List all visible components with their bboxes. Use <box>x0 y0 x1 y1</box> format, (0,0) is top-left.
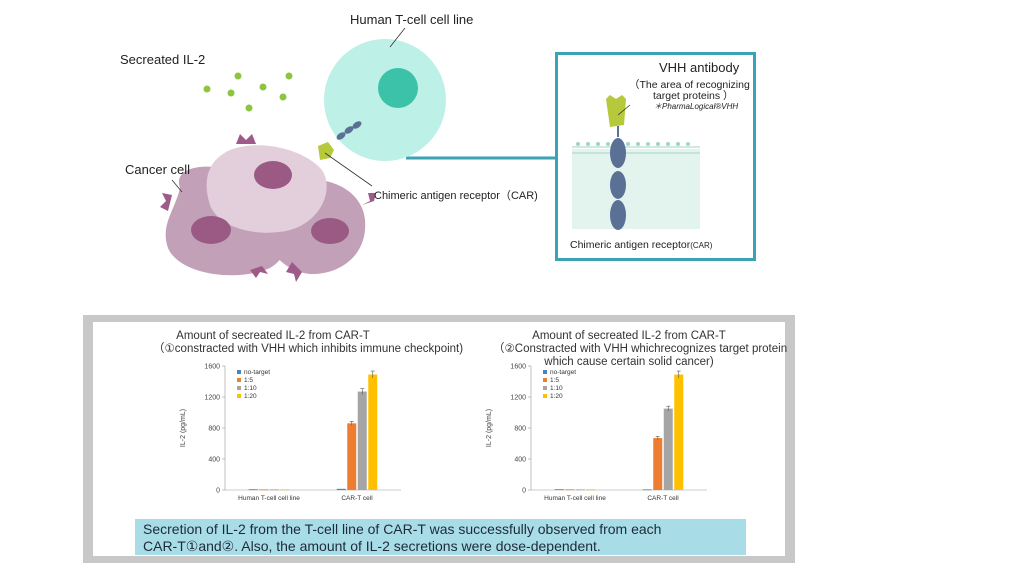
chart2-legend-swatch <box>543 378 547 382</box>
chart2-ytick-label: 1600 <box>510 364 526 371</box>
membrane-dots <box>576 142 690 146</box>
il2-dot <box>227 89 235 97</box>
vhh-detail-box: VHH antibody （The area of recognizing ta… <box>555 52 756 261</box>
chart2-legend-label: 1:10 <box>550 385 563 392</box>
t-cell-nucleus <box>378 68 418 108</box>
chart2-ytick-label: 1200 <box>510 395 526 402</box>
conclusion-line2: CAR-T①and②. Also, the amount of IL-2 sec… <box>143 538 601 554</box>
chart1-bar <box>280 489 290 491</box>
il2-dot <box>259 83 267 91</box>
chart1-legend-label: 1:10 <box>244 385 257 392</box>
chart1-title-line1: Amount of secreated IL-2 from CAR-T <box>176 330 370 342</box>
chart2-legend-label: 1:20 <box>550 393 563 400</box>
chart2-legend-swatch <box>543 394 547 398</box>
chart2-bar <box>642 489 652 491</box>
vhh-bottom-label: Chimeric antigen receptor(CAR) <box>570 239 712 251</box>
chart1-bar <box>269 489 279 491</box>
chart2-bar <box>565 489 575 491</box>
chart1-legend-swatch <box>237 394 241 398</box>
membrane-area <box>572 149 700 229</box>
chart1-legend-swatch <box>237 386 241 390</box>
chart1-bar <box>368 374 378 490</box>
vhh-brand: ＊PharmaLogical®VHH <box>654 102 739 111</box>
car-segment-3 <box>610 200 626 230</box>
chart2-ytick-label: 0 <box>522 488 526 495</box>
chart1-legend-swatch <box>237 378 241 382</box>
chart1-bar <box>259 489 269 491</box>
chart2-title: Amount of secreated IL-2 from CAR-T （②Co… <box>493 330 788 369</box>
label-il2: Secreated IL-2 <box>120 52 206 67</box>
chart1-category-label: Human T-cell cell line <box>238 495 300 502</box>
chart1-ytick-label: 800 <box>208 426 220 433</box>
chart2-legend-swatch <box>543 386 547 390</box>
chart1-ytick-label: 1600 <box>204 364 220 371</box>
chart1-category-label: CAR-T cell <box>341 495 373 502</box>
chart1-legend-label: 1:5 <box>244 377 253 384</box>
il2-dot <box>285 72 293 80</box>
chart1: IL-2 (pg/mL) 0 400 800 1200 1600 Human T-cell … <box>180 364 401 502</box>
chart2-legend-label: no-target <box>550 369 576 376</box>
chart2-bar <box>554 489 564 491</box>
vhh-bottom-label-suffix: (CAR) <box>690 241 713 250</box>
chart1-legend-label: 1:20 <box>244 393 257 400</box>
cancer-cells <box>160 134 376 282</box>
chart2: IL-2 (pg/mL) 0 400 800 1200 1600 Human T-cell … <box>486 364 707 502</box>
cell-illustration <box>160 27 556 282</box>
il2-dot <box>245 104 253 112</box>
chart1-legend-label: no-target <box>244 369 270 376</box>
vhh-bottom-label-main: Chimeric antigen receptor <box>570 239 691 251</box>
chart1-ytick-label: 1200 <box>204 395 220 402</box>
chart2-category-label: CAR-T cell <box>647 495 679 502</box>
vhh-head <box>606 95 626 127</box>
chart1-bar <box>347 423 357 490</box>
vhh-subtitle-2: target proteins ） <box>653 90 734 102</box>
chart2-bar <box>663 408 673 490</box>
chart2-legend-swatch <box>543 370 547 374</box>
conclusion-box: Secretion of IL-2 from the T-cell line o… <box>135 519 746 555</box>
vhh-detail-svg <box>572 95 700 230</box>
il2-dot <box>279 93 287 101</box>
chart2-title-line1: Amount of secreated IL-2 from CAR-T <box>532 330 726 342</box>
chart1-legend-swatch <box>237 370 241 374</box>
chart2-title-line3: which cause certain solid cancer) <box>544 356 714 368</box>
chart2-bar <box>575 489 585 491</box>
chart1-ylabel: IL-2 (pg/mL) <box>180 409 187 447</box>
car-segment-2 <box>610 171 626 199</box>
results-inner: Amount of secreated IL-2 from CAR-T （①co… <box>93 322 788 556</box>
chart1-bar <box>357 391 367 490</box>
conclusion-line1: Secretion of IL-2 from the T-cell line o… <box>143 521 662 537</box>
chart2-bar <box>653 438 663 490</box>
chart2-bar <box>674 374 684 490</box>
chart2-ytick-label: 800 <box>514 426 526 433</box>
chart1-ytick-label: 400 <box>208 457 220 464</box>
chart2-title-line2: （②Constracted with VHH whichrecognizes t… <box>493 343 788 355</box>
il2-dot <box>234 72 242 80</box>
il2-dot <box>203 85 211 93</box>
chart2-ylabel: IL-2 (pg/mL) <box>486 409 493 447</box>
chart2-ytick-label: 400 <box>514 457 526 464</box>
label-car: Chimeric antigen receptor（CAR) <box>374 190 538 202</box>
car-chain <box>318 121 373 187</box>
label-cancer-cell: Cancer cell <box>125 162 191 177</box>
chart1-bar <box>336 488 346 490</box>
chart2-category-label: Human T-cell cell line <box>544 495 606 502</box>
chart2-legend-label: 1:5 <box>550 377 559 384</box>
il2-dots <box>203 72 293 112</box>
car-segment-1 <box>610 138 626 168</box>
vhh-subtitle-1: （The area of recognizing <box>629 79 750 91</box>
chart1-bar <box>248 489 258 491</box>
chart1-ytick-label: 0 <box>216 488 220 495</box>
vhh-title: VHH antibody <box>659 60 740 75</box>
label-t-cell: Human T-cell cell line <box>350 12 474 27</box>
chart2-bar <box>586 489 596 491</box>
chart1-title-line2: （①constracted with VHH which inhibits im… <box>153 343 464 355</box>
t-cell-pointer <box>389 27 406 48</box>
membrane-lipids <box>572 146 700 154</box>
chart1-title: Amount of secreated IL-2 from CAR-T （①co… <box>153 330 464 356</box>
